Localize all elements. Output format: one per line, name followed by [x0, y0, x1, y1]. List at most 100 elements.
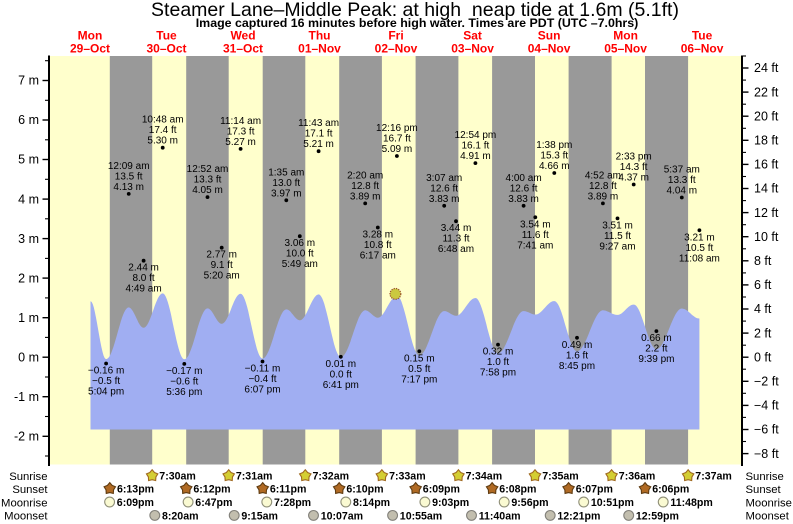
svg-text:13.3 ft: 13.3 ft	[668, 175, 696, 186]
svg-text:6:09pm: 6:09pm	[423, 484, 460, 496]
svg-text:4.91 m: 4.91 m	[460, 151, 491, 162]
svg-text:2.44 m: 2.44 m	[128, 263, 159, 274]
svg-text:−0.11 m: −0.11 m	[245, 364, 281, 375]
svg-text:Sunrise: Sunrise	[746, 471, 784, 483]
svg-text:Moonset: Moonset	[746, 511, 790, 523]
svg-text:0.01 m: 0.01 m	[326, 359, 357, 370]
svg-text:12:59pm: 12:59pm	[636, 510, 679, 522]
svg-text:Thu: Thu	[309, 29, 331, 43]
svg-text:3.54 m: 3.54 m	[520, 219, 551, 230]
svg-text:7:58 pm: 7:58 pm	[480, 368, 516, 379]
svg-text:−4 ft: −4 ft	[754, 399, 779, 413]
svg-text:7:36am: 7:36am	[619, 471, 656, 483]
svg-text:2 m: 2 m	[18, 271, 39, 285]
svg-text:Mon: Mon	[78, 29, 103, 43]
svg-text:Moonrise: Moonrise	[746, 497, 792, 509]
svg-text:4:49 am: 4:49 am	[126, 284, 162, 295]
svg-text:7:17 pm: 7:17 pm	[401, 374, 437, 385]
svg-text:2:33 pm: 2:33 pm	[616, 152, 652, 163]
svg-text:16.1 ft: 16.1 ft	[461, 141, 489, 152]
svg-text:8:14pm: 8:14pm	[353, 497, 390, 509]
svg-text:13.3 ft: 13.3 ft	[194, 175, 222, 186]
svg-text:6:12pm: 6:12pm	[193, 484, 230, 496]
svg-text:10:48 am: 10:48 am	[142, 115, 184, 126]
svg-text:9.1 ft: 9.1 ft	[211, 260, 233, 271]
svg-text:17.4 ft: 17.4 ft	[149, 125, 177, 136]
svg-text:5:49 am: 5:49 am	[282, 259, 318, 270]
svg-text:8:20am: 8:20am	[162, 510, 199, 522]
svg-text:10.8 ft: 10.8 ft	[364, 240, 392, 251]
svg-text:Sat: Sat	[463, 29, 482, 43]
svg-text:11.5 ft: 11.5 ft	[604, 231, 631, 242]
svg-text:6:07 pm: 6:07 pm	[244, 385, 280, 396]
svg-text:Fri: Fri	[388, 29, 403, 43]
svg-text:7:37am: 7:37am	[695, 471, 732, 483]
svg-text:16.7 ft: 16.7 ft	[383, 134, 411, 145]
svg-text:16 ft: 16 ft	[754, 158, 779, 172]
svg-text:-1 m: -1 m	[14, 390, 39, 404]
svg-text:0.32 m: 0.32 m	[483, 347, 514, 358]
svg-text:8.0 ft: 8.0 ft	[132, 273, 154, 284]
svg-text:1.6 ft: 1.6 ft	[566, 350, 588, 361]
svg-text:11:14 am: 11:14 am	[220, 116, 261, 127]
svg-text:1.0 ft: 1.0 ft	[487, 357, 509, 368]
svg-text:3.21 m: 3.21 m	[684, 232, 715, 243]
svg-text:10 ft: 10 ft	[754, 230, 779, 244]
svg-text:9:56pm: 9:56pm	[511, 497, 548, 509]
svg-text:18 ft: 18 ft	[754, 134, 779, 148]
svg-text:4:52 am: 4:52 am	[585, 170, 621, 181]
svg-text:1 m: 1 m	[18, 311, 39, 325]
svg-text:−6 ft: −6 ft	[754, 423, 779, 437]
svg-text:Mon: Mon	[613, 29, 638, 43]
svg-text:12 ft: 12 ft	[754, 206, 779, 220]
svg-text:−0.16 m: −0.16 m	[88, 366, 124, 377]
svg-text:20 ft: 20 ft	[754, 109, 779, 123]
svg-text:22 ft: 22 ft	[754, 85, 779, 99]
svg-text:9:39 pm: 9:39 pm	[638, 354, 674, 365]
svg-text:3.89 m: 3.89 m	[588, 191, 619, 202]
svg-text:Tue: Tue	[156, 29, 177, 43]
svg-text:10:07am: 10:07am	[321, 510, 363, 522]
svg-text:3.83 m: 3.83 m	[508, 194, 539, 205]
svg-text:7:33am: 7:33am	[389, 471, 426, 483]
svg-text:05–Nov: 05–Nov	[604, 42, 647, 56]
svg-text:6:10pm: 6:10pm	[346, 484, 383, 496]
svg-text:6:08pm: 6:08pm	[499, 484, 536, 496]
svg-text:3.06 m: 3.06 m	[285, 238, 316, 249]
svg-text:12.6 ft: 12.6 ft	[510, 183, 538, 194]
svg-text:2.2 ft: 2.2 ft	[645, 344, 667, 355]
svg-text:29–Oct: 29–Oct	[70, 42, 110, 56]
svg-text:4 m: 4 m	[18, 192, 39, 206]
svg-text:4.37 m: 4.37 m	[618, 173, 649, 184]
svg-text:13.5 ft: 13.5 ft	[115, 171, 143, 182]
svg-text:-2 m: -2 m	[14, 430, 39, 444]
svg-text:3.51 m: 3.51 m	[602, 220, 633, 231]
svg-text:31–Oct: 31–Oct	[223, 42, 263, 56]
svg-text:2 ft: 2 ft	[754, 326, 772, 340]
svg-text:4 ft: 4 ft	[754, 302, 772, 316]
svg-text:Moonrise: Moonrise	[1, 497, 47, 509]
svg-text:−2 ft: −2 ft	[754, 375, 779, 389]
svg-text:5:04 pm: 5:04 pm	[88, 387, 124, 398]
svg-text:5:36 pm: 5:36 pm	[166, 387, 202, 398]
svg-text:7:41 am: 7:41 am	[517, 240, 553, 251]
svg-text:Image captured 16 minutes befo: Image captured 16 minutes before high wa…	[196, 16, 639, 30]
svg-text:5.21 m: 5.21 m	[303, 139, 334, 150]
svg-text:7:28pm: 7:28pm	[274, 497, 311, 509]
svg-text:06–Nov: 06–Nov	[681, 42, 724, 56]
svg-text:14.3 ft: 14.3 ft	[620, 162, 648, 173]
svg-text:Sunset: Sunset	[746, 484, 782, 496]
svg-text:12.8 ft: 12.8 ft	[351, 181, 379, 192]
svg-text:6 ft: 6 ft	[754, 278, 772, 292]
svg-text:3.28 m: 3.28 m	[363, 230, 394, 241]
svg-text:7:34am: 7:34am	[466, 471, 503, 483]
svg-text:6:41 pm: 6:41 pm	[323, 380, 359, 391]
svg-text:7:30am: 7:30am	[159, 471, 196, 483]
svg-text:11:48pm: 11:48pm	[670, 497, 712, 509]
svg-text:6:07pm: 6:07pm	[576, 484, 613, 496]
svg-text:3.89 m: 3.89 m	[350, 191, 381, 202]
svg-text:10.0 ft: 10.0 ft	[286, 249, 314, 260]
svg-text:11.3 ft: 11.3 ft	[442, 234, 469, 245]
svg-text:3:07 am: 3:07 am	[426, 173, 462, 184]
svg-text:−0.4 ft: −0.4 ft	[248, 374, 276, 385]
